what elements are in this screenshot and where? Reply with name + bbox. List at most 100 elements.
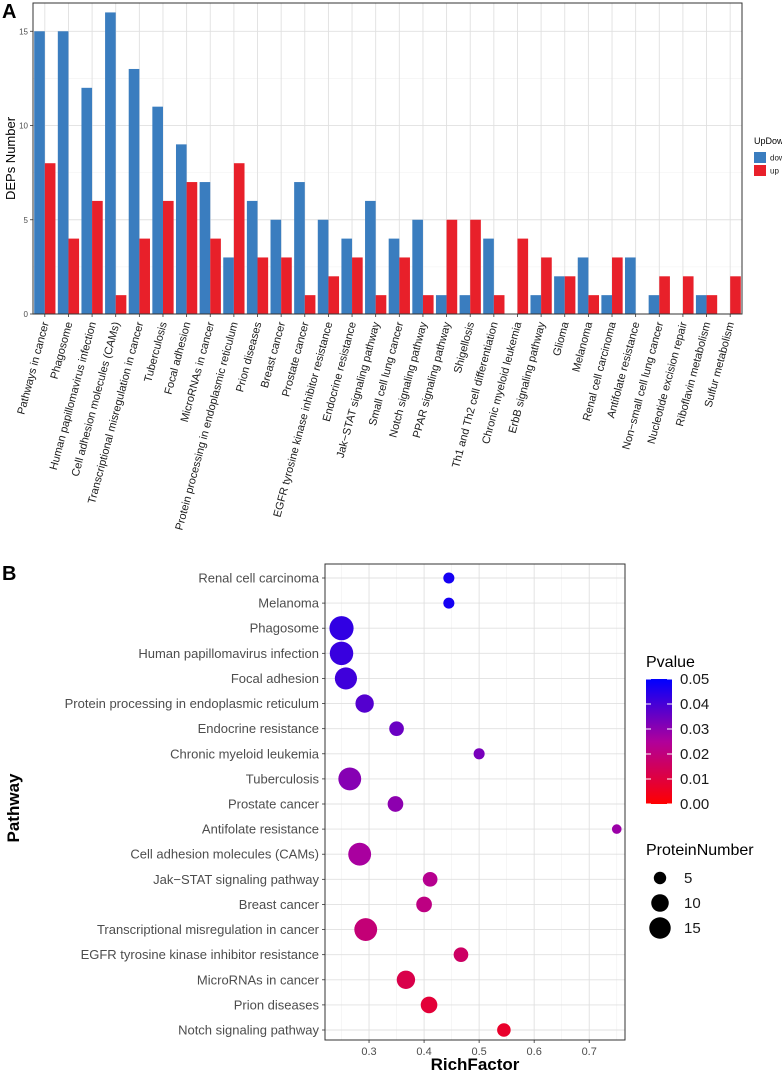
bubble-point bbox=[329, 641, 354, 666]
legend-title: UpDown bbox=[754, 136, 782, 146]
x-axis-title: RichFactor bbox=[431, 1055, 520, 1074]
pathway-label: Antifolate resistance bbox=[202, 822, 319, 837]
x-category-label: Melanoma bbox=[570, 320, 595, 374]
bar-up bbox=[210, 238, 221, 314]
pathway-label: Human papillomavirus infection bbox=[138, 646, 319, 661]
bubble-point bbox=[443, 572, 455, 584]
legend-key-down bbox=[754, 152, 766, 163]
panel-a-letter: A bbox=[2, 1, 16, 23]
bar-up bbox=[446, 219, 458, 314]
bubble-point bbox=[329, 616, 354, 641]
bar-up bbox=[328, 276, 340, 314]
bar-up bbox=[233, 163, 245, 314]
bar-down bbox=[246, 200, 258, 314]
bar-down bbox=[625, 257, 636, 314]
bar-up bbox=[375, 295, 387, 314]
bar-up bbox=[730, 276, 741, 314]
x-category-label: Shigellosis bbox=[452, 320, 477, 374]
bar-up bbox=[281, 257, 292, 314]
legend-label-down: down bbox=[770, 154, 782, 163]
bar-up bbox=[493, 295, 505, 314]
panel-b-bubble-chart: Renal cell carcinoma Melanoma Phagosome Hum… bbox=[4, 563, 754, 1074]
bar-down bbox=[175, 144, 187, 314]
bar-up bbox=[92, 200, 103, 314]
pathway-label: Phagosome bbox=[250, 621, 319, 636]
x-category-label: Phagosome bbox=[49, 321, 76, 381]
x-tick-label: 0.4 bbox=[416, 1046, 431, 1058]
size-legend-label: 10 bbox=[684, 895, 701, 912]
pathway-label: Prostate cancer bbox=[228, 797, 320, 812]
bar-up bbox=[68, 238, 80, 314]
bubble-point bbox=[420, 996, 438, 1014]
bubble-point bbox=[497, 1023, 511, 1037]
bubble-point bbox=[453, 947, 469, 962]
bubble-point bbox=[396, 970, 416, 989]
bar-up bbox=[44, 163, 56, 314]
bar-down bbox=[294, 182, 305, 314]
bar-down bbox=[577, 257, 589, 314]
pvalue-legend-label: 0.05 bbox=[680, 671, 709, 688]
pvalue-colorbar bbox=[646, 679, 672, 804]
pathway-label: Breast cancer bbox=[239, 897, 320, 912]
bar-up bbox=[257, 257, 269, 314]
bar-down bbox=[199, 182, 211, 314]
bar-up bbox=[470, 219, 481, 314]
pathway-label: Endocrine resistance bbox=[198, 721, 319, 736]
pvalue-legend-label: 0.02 bbox=[680, 746, 709, 763]
y-tick-label: 10 bbox=[19, 122, 28, 131]
legend-key-up bbox=[754, 165, 766, 176]
plot-area bbox=[325, 564, 625, 1040]
bar-up bbox=[422, 295, 434, 314]
bubble-point bbox=[389, 721, 404, 736]
pathway-label: MicroRNAs in cancer bbox=[197, 972, 320, 987]
bar-down bbox=[459, 295, 471, 314]
bubble-point bbox=[416, 896, 432, 913]
pathway-label: Protein processing in endoplasmic reticu… bbox=[65, 696, 319, 711]
pvalue-legend-label: 0.04 bbox=[680, 696, 709, 713]
bar-down bbox=[648, 295, 660, 314]
bar-up bbox=[612, 257, 623, 314]
bar-up bbox=[659, 276, 670, 314]
bar-down bbox=[483, 238, 494, 314]
bubble-point bbox=[473, 748, 485, 760]
panel-a-bar-chart: 0 5 10 15 DEPs Number Pathways in cancerPhago… bbox=[3, 2, 782, 532]
bar-up bbox=[588, 295, 600, 314]
pvalue-legend-label: 0.00 bbox=[680, 796, 709, 813]
bar-up bbox=[541, 257, 552, 314]
bar-up bbox=[682, 276, 694, 314]
pvalue-legend-label: 0.01 bbox=[680, 771, 709, 788]
x-category-label: Tuberculosis bbox=[142, 320, 170, 383]
bar-down bbox=[270, 219, 282, 314]
bar-down bbox=[128, 68, 140, 314]
size-legend-label: 15 bbox=[684, 920, 701, 937]
bar-down bbox=[695, 295, 707, 314]
y-axis-title: Pathway bbox=[4, 773, 23, 843]
x-tick-label: 0.6 bbox=[527, 1046, 542, 1058]
bar-up bbox=[706, 295, 718, 314]
bar-down bbox=[601, 295, 613, 314]
x-tick-label: 0.3 bbox=[361, 1046, 376, 1058]
y-tick-label: 15 bbox=[19, 27, 28, 36]
bar-down bbox=[81, 87, 93, 315]
pathway-label: Notch signaling pathway bbox=[178, 1023, 319, 1038]
bar-down bbox=[554, 276, 565, 314]
panel-b-letter: B bbox=[2, 563, 16, 585]
bar-up bbox=[564, 276, 576, 314]
bar-up bbox=[186, 182, 198, 314]
pathway-label: Jak−STAT signaling pathway bbox=[153, 872, 319, 887]
legend-label-up: up bbox=[770, 167, 779, 176]
bar-down bbox=[152, 106, 163, 315]
bar-up bbox=[115, 295, 127, 314]
pathway-label: Cell adhesion molecules (CAMs) bbox=[130, 847, 319, 862]
bar-down bbox=[223, 257, 234, 314]
bar-down bbox=[530, 295, 542, 314]
bar-up bbox=[162, 200, 174, 314]
y-tick-label: 5 bbox=[24, 216, 29, 225]
pathway-label: Tuberculosis bbox=[246, 771, 320, 786]
pathway-label: Prion diseases bbox=[234, 997, 320, 1012]
bubble-point bbox=[611, 824, 622, 834]
pathway-label: Chronic myeloid leukemia bbox=[170, 746, 320, 761]
bubble-point bbox=[422, 872, 438, 887]
